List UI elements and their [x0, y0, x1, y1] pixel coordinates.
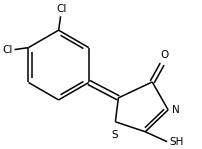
- Text: Cl: Cl: [56, 4, 67, 14]
- Text: N: N: [172, 105, 180, 115]
- Text: O: O: [160, 50, 168, 60]
- Text: Cl: Cl: [2, 45, 13, 55]
- Text: S: S: [111, 130, 118, 140]
- Text: SH: SH: [169, 137, 184, 147]
